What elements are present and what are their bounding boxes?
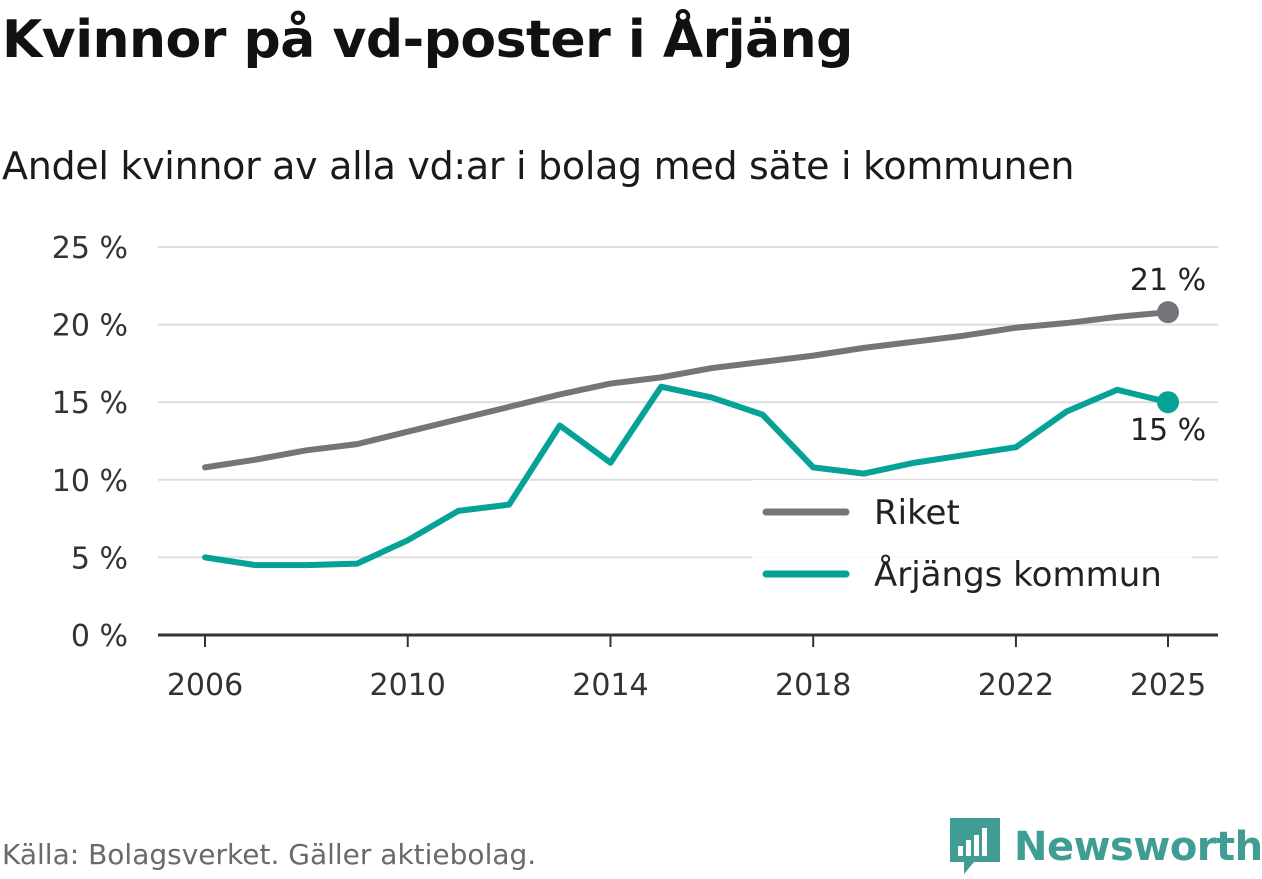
series-line-0 — [202, 309, 1171, 471]
y-tick-label: 25 % — [52, 231, 128, 266]
x-axis: 2006 2010 2014 2018 2022 2025 — [158, 633, 1218, 703]
x-tick-label: 2014 — [572, 668, 648, 703]
x-tick-label: 2025 — [1130, 668, 1206, 703]
x-tick-label: 2018 — [775, 668, 851, 703]
chart-subtitle: Andel kvinnor av alla vd:ar i bolag med … — [2, 144, 1075, 188]
x-tick-label: 2006 — [167, 668, 243, 703]
y-tick-label: 10 % — [52, 464, 128, 499]
series-lines — [202, 301, 1179, 569]
source-note: Källa: Bolagsverket. Gäller aktiebolag. — [2, 838, 537, 871]
brand: Newsworthy — [950, 818, 1262, 876]
end-value-label: 21 % — [1130, 263, 1206, 298]
legend: Riket Årjängs kommun — [752, 480, 1192, 610]
newsworthy-logo-icon — [950, 818, 1000, 874]
x-tick-label: 2010 — [370, 668, 446, 703]
series-end-marker-1 — [1157, 391, 1179, 414]
x-tick-label: 2022 — [978, 668, 1054, 703]
legend-background — [752, 480, 1192, 610]
y-axis-ticks: 0 % 5 % 10 % 15 % 20 % 25 % — [52, 231, 128, 654]
end-labels: 21 % 15 % — [1130, 263, 1206, 448]
legend-label: Årjängs kommun — [874, 554, 1162, 595]
y-tick-label: 5 % — [71, 541, 128, 576]
chart-title: Kvinnor på vd-poster i Årjäng — [2, 10, 853, 70]
y-tick-label: 0 % — [71, 619, 128, 654]
series-line-1 — [202, 383, 1171, 569]
legend-label: Riket — [874, 493, 960, 533]
series-end-marker-0 — [1157, 301, 1179, 324]
y-tick-label: 20 % — [52, 309, 128, 344]
brand-name: Newsworthy — [1014, 824, 1262, 870]
y-tick-label: 15 % — [52, 386, 128, 421]
end-value-label: 15 % — [1130, 413, 1206, 448]
